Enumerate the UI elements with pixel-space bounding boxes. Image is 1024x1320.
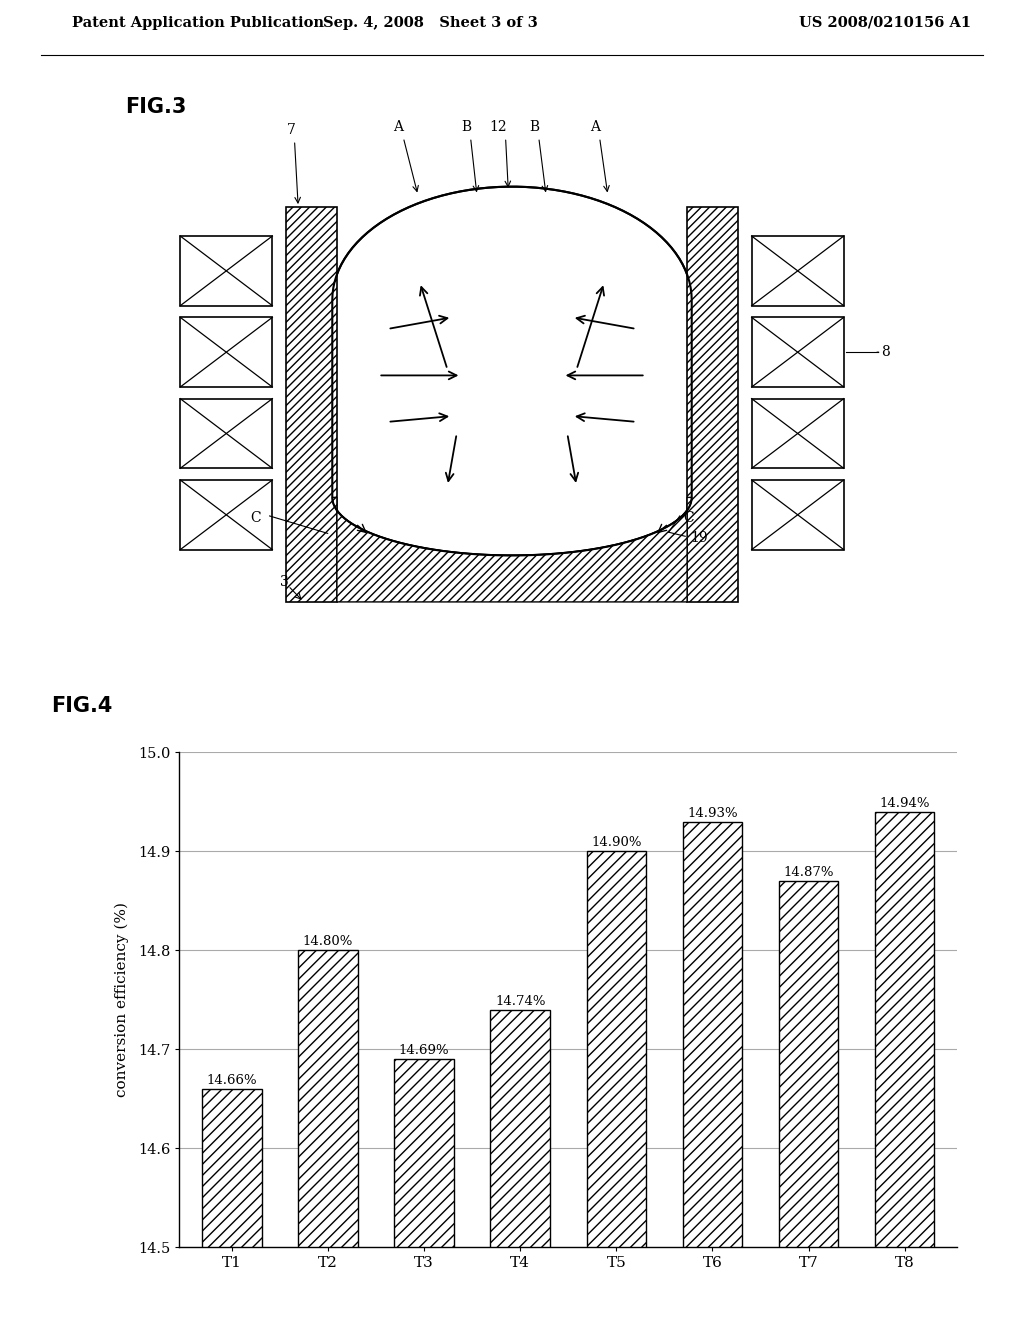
Bar: [587, 851, 646, 1247]
Bar: [874, 812, 934, 1247]
Text: 8: 8: [881, 345, 890, 359]
Bar: [752, 317, 844, 387]
Bar: [683, 821, 742, 1247]
Bar: [180, 399, 272, 469]
Bar: [180, 480, 272, 549]
Y-axis label: conversion efficiency (%): conversion efficiency (%): [115, 903, 129, 1097]
Bar: [778, 882, 839, 1247]
Text: 14.94%: 14.94%: [880, 797, 930, 809]
Text: Patent Application Publication: Patent Application Publication: [72, 16, 324, 29]
Text: 14.69%: 14.69%: [399, 1044, 450, 1057]
Text: 19: 19: [690, 531, 708, 545]
Text: 14.93%: 14.93%: [687, 807, 737, 820]
Text: 14.90%: 14.90%: [591, 837, 642, 849]
Bar: [687, 207, 738, 602]
Text: 14.87%: 14.87%: [783, 866, 834, 879]
Bar: [203, 1089, 262, 1247]
Bar: [752, 399, 844, 469]
Polygon shape: [332, 186, 692, 556]
Bar: [752, 236, 844, 306]
Bar: [490, 1010, 550, 1247]
Bar: [298, 950, 358, 1247]
Bar: [394, 1060, 454, 1247]
Text: US 2008/0210156 A1: US 2008/0210156 A1: [799, 16, 971, 29]
Text: A: A: [590, 120, 600, 135]
Text: 14.66%: 14.66%: [207, 1074, 257, 1086]
Bar: [752, 480, 844, 549]
Text: Sep. 4, 2008   Sheet 3 of 3: Sep. 4, 2008 Sheet 3 of 3: [323, 16, 538, 29]
Text: 14.80%: 14.80%: [303, 936, 353, 948]
Text: FIG.4: FIG.4: [51, 696, 113, 717]
Text: 7: 7: [287, 123, 295, 137]
Bar: [180, 236, 272, 306]
Text: B: B: [461, 120, 471, 135]
Text: B: B: [529, 120, 540, 135]
Bar: [180, 317, 272, 387]
Text: 3: 3: [280, 574, 289, 589]
Polygon shape: [332, 498, 692, 602]
Text: FIG.3: FIG.3: [125, 96, 186, 116]
Text: 14.74%: 14.74%: [495, 995, 546, 1007]
Text: A: A: [393, 120, 402, 135]
Text: C: C: [683, 511, 694, 525]
Text: 12: 12: [489, 120, 507, 135]
Bar: [287, 207, 337, 602]
Text: C: C: [251, 511, 261, 525]
